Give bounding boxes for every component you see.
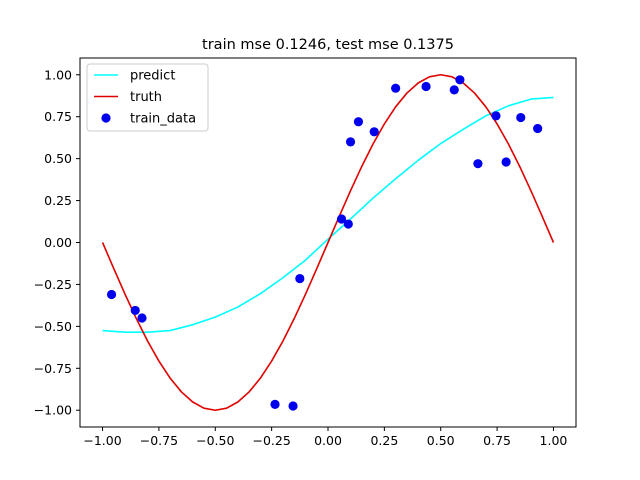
scatter-point-train_data: [106, 289, 117, 300]
lines-layer: [101, 73, 555, 412]
x-tick-label: 0.25: [370, 433, 398, 448]
series-line-predict: [102, 96, 554, 334]
scatter-point-train_data: [516, 112, 526, 123]
y-tick-label: 0.00: [44, 235, 72, 250]
scatter-point-train_data: [391, 83, 401, 93]
x-tick-label: −0.25: [252, 433, 290, 448]
y-tick-label: 0.75: [44, 109, 72, 124]
y-tick-label: −0.75: [34, 361, 72, 376]
scatter-point-train_data: [455, 75, 465, 85]
legend-label-predict: predict: [130, 69, 175, 84]
x-axis: −1.00 −0.75 −0.50 −0.25 0.00 0.25 0.50 0.75 1.00: [83, 427, 567, 448]
scatter-point-train_data: [491, 111, 501, 121]
chart-title: train mse 0.1246, test mse 0.1375: [202, 37, 454, 53]
points-layer: [106, 75, 543, 411]
y-tick-label: −1.00: [34, 403, 72, 418]
series-line-truth: [101, 73, 555, 412]
y-tick-label: −0.50: [34, 319, 72, 334]
scatter-point-train_data: [270, 399, 280, 409]
x-tick-label: 1.00: [540, 433, 568, 448]
scatter-point-train_data: [501, 157, 511, 167]
scatter-point-train_data: [288, 401, 298, 411]
x-tick-label: −1.00: [83, 433, 121, 448]
scatter-point-train_data: [533, 123, 543, 134]
scatter-point-train_data: [473, 159, 483, 169]
scatter-point-train_data: [345, 137, 356, 147]
legend: predict truth train_data: [86, 63, 209, 132]
scatter-point-train_data: [421, 81, 431, 92]
y-tick-label: −0.25: [34, 277, 72, 292]
scatter-point-train_data: [336, 214, 347, 224]
y-tick-label: 1.00: [44, 67, 72, 82]
x-tick-label: 0.75: [483, 433, 511, 448]
scatter-point-train_data: [137, 313, 147, 323]
y-tick-label: 0.25: [44, 193, 72, 208]
y-tick-label: 0.50: [44, 151, 72, 166]
legend-swatch-train_data: [101, 113, 111, 123]
x-tick-label: 0.50: [427, 433, 455, 448]
scatter-point-train_data: [353, 117, 364, 127]
scatter-point-train_data: [343, 219, 353, 229]
x-tick-label: −0.50: [196, 433, 234, 448]
scatter-point-train_data: [295, 273, 305, 284]
x-tick-label: −0.75: [140, 433, 178, 448]
x-tick-label: 0.00: [314, 433, 342, 448]
y-axis: −1.00 −0.75 −0.50 −0.25 0.00 0.25 0.50 0.75 1.00: [34, 67, 80, 418]
scatter-point-train_data: [130, 305, 140, 316]
scatter-point-train_data: [369, 127, 379, 137]
legend-box: [86, 63, 209, 132]
scatter-point-train_data: [449, 85, 459, 95]
legend-label-truth: truth: [130, 90, 162, 105]
legend-label-train_data: train_data: [130, 112, 196, 127]
